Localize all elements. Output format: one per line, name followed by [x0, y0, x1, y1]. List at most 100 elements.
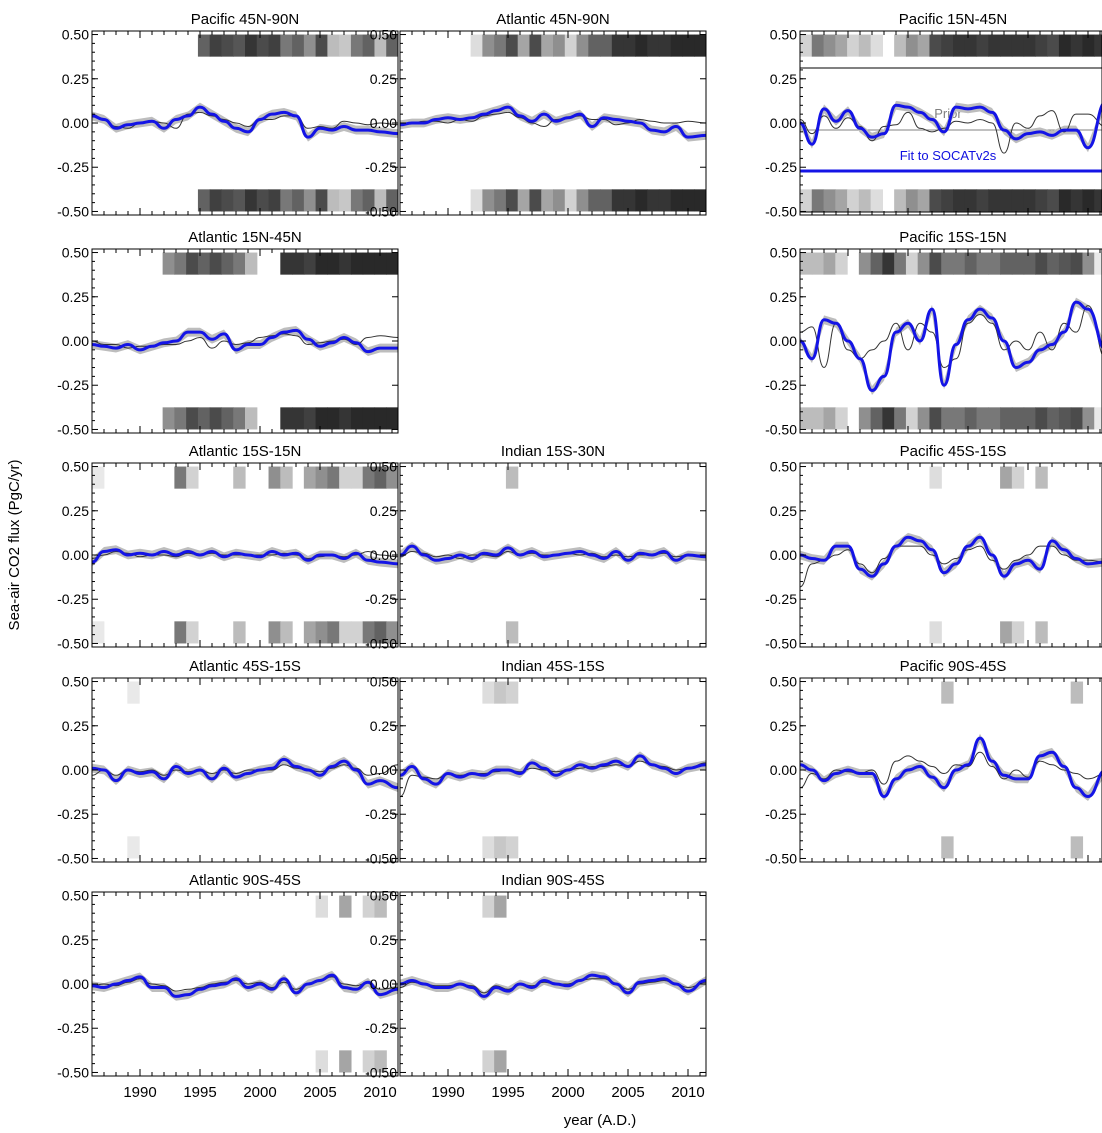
coverage-band-top	[174, 466, 187, 489]
coverage-band-bottom	[505, 189, 519, 212]
coverage-band-top	[823, 252, 836, 275]
coverage-band-bottom	[374, 407, 387, 430]
coverage-band-top	[964, 252, 978, 275]
x-tick-label: 1990	[431, 1084, 464, 1101]
coverage-band-bottom	[339, 189, 352, 212]
coverage-band-bottom	[280, 621, 293, 644]
panel-title: Atlantic 15S-15N	[189, 443, 302, 460]
coverage-band-top	[847, 34, 860, 57]
y-tick-label: -0.50	[765, 203, 797, 219]
coverage-band-bottom	[894, 189, 907, 212]
coverage-band-bottom	[1011, 189, 1025, 212]
coverage-band-bottom	[339, 1050, 352, 1073]
coverage-band-top	[870, 252, 883, 275]
coverage-band-top	[564, 34, 578, 57]
coverage-band-top	[576, 34, 589, 57]
coverage-band-top	[505, 34, 519, 57]
coverage-band-top	[1011, 252, 1025, 275]
coverage-band-bottom	[315, 189, 328, 212]
coverage-band-bottom	[386, 189, 398, 212]
obs-coverage-bands	[162, 252, 398, 430]
coverage-band-bottom	[941, 836, 954, 859]
fit-line	[92, 328, 398, 354]
coverage-band-top	[209, 34, 223, 57]
y-tick-label: 0.50	[770, 674, 797, 690]
coverage-band-bottom	[800, 189, 813, 212]
y-tick-label: 0.00	[62, 547, 89, 563]
y-tick-label: -0.25	[765, 591, 797, 607]
coverage-band-top	[362, 466, 376, 489]
y-tick-label: 0.00	[370, 547, 397, 563]
coverage-band-bottom	[964, 407, 978, 430]
legend: Prior Fit to SOCATv2s	[799, 67, 1102, 213]
legend-fit-label: Fit to SOCATv2s	[900, 148, 997, 163]
y-tick-label: 0.25	[62, 718, 89, 734]
coverage-band-top	[350, 466, 364, 489]
coverage-band-bottom	[835, 407, 848, 430]
coverage-band-bottom	[197, 407, 211, 430]
coverage-band-top	[929, 466, 942, 489]
coverage-band-top	[1000, 34, 1013, 57]
coverage-band-top	[941, 34, 954, 57]
coverage-band-bottom	[1094, 407, 1102, 430]
coverage-band-bottom	[905, 407, 919, 430]
coverage-band-top	[339, 895, 352, 918]
coverage-band-top	[1047, 34, 1060, 57]
coverage-band-top	[505, 466, 519, 489]
coverage-band-bottom	[529, 189, 542, 212]
y-tick-label: 0.25	[770, 289, 797, 305]
y-tick-label: -0.25	[365, 806, 397, 822]
coverage-band-top	[92, 466, 105, 489]
coverage-band-top	[1070, 681, 1084, 704]
coverage-band-top	[162, 252, 175, 275]
coverage-band-top	[553, 34, 566, 57]
coverage-band-bottom	[1070, 189, 1084, 212]
x-tick-label: 2010	[671, 1084, 704, 1101]
fit-line	[400, 973, 706, 998]
coverage-band-bottom	[245, 407, 258, 430]
coverage-band-top	[362, 895, 376, 918]
coverage-band-top	[494, 895, 507, 918]
coverage-band-top	[941, 252, 954, 275]
coverage-band-bottom	[600, 189, 613, 212]
fit-uncertainty-band	[92, 102, 398, 142]
panel-title: Atlantic 45N-90N	[496, 11, 609, 28]
coverage-band-top	[858, 34, 872, 57]
coverage-band-bottom	[362, 1050, 376, 1073]
plot-frame	[799, 462, 1102, 648]
coverage-band-top	[894, 34, 907, 57]
panel-1: 0.50 0.25 0.00 -0.25 -0.50 Atlantic 45N-90N	[365, 11, 707, 219]
coverage-band-bottom	[233, 407, 246, 430]
coverage-band-top	[327, 252, 340, 275]
y-tick-label: -0.25	[57, 159, 89, 175]
coverage-band-top	[386, 466, 398, 489]
y-tick-label: 0.00	[770, 115, 797, 131]
coverage-band-top	[280, 34, 293, 57]
coverage-band-bottom	[858, 189, 872, 212]
coverage-band-bottom	[800, 407, 813, 430]
coverage-band-bottom	[1035, 189, 1048, 212]
coverage-band-bottom	[682, 189, 695, 212]
coverage-band-top	[350, 252, 364, 275]
coverage-band-top	[315, 34, 328, 57]
coverage-band-top	[635, 34, 648, 57]
coverage-band-bottom	[303, 407, 317, 430]
coverage-band-top	[245, 34, 258, 57]
coverage-band-top	[1070, 252, 1084, 275]
coverage-band-top	[670, 34, 684, 57]
panel-10: 0.50 0.25 0.00 -0.25 -0.50 Indian 45S-15S	[365, 658, 707, 866]
coverage-band-top	[835, 252, 848, 275]
obs-coverage-bands	[482, 681, 519, 859]
coverage-band-top	[245, 252, 258, 275]
coverage-band-bottom	[327, 407, 340, 430]
coverage-band-bottom	[494, 836, 507, 859]
coverage-band-top	[1070, 34, 1084, 57]
coverage-band-top	[233, 34, 246, 57]
panel-title: Indian 45S-15S	[501, 658, 604, 675]
fit-uncertainty-band	[92, 325, 398, 357]
coverage-band-bottom	[941, 407, 954, 430]
coverage-band-top	[280, 466, 293, 489]
coverage-band-bottom	[1011, 407, 1025, 430]
coverage-band-top	[1011, 466, 1025, 489]
